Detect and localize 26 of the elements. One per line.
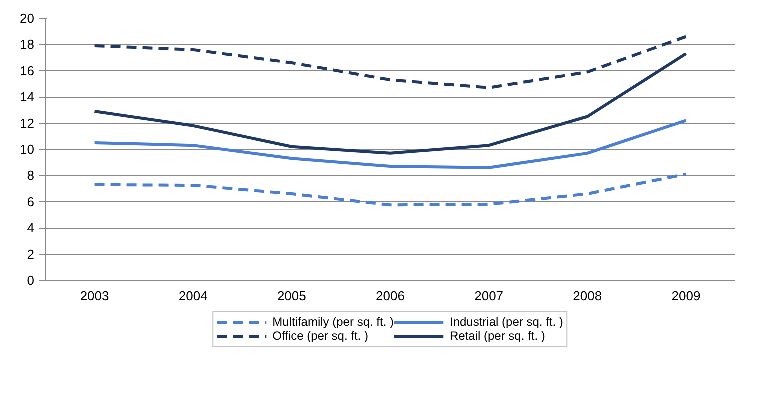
y-tick-label: 12 [20, 116, 35, 131]
x-tick-label: 2008 [573, 288, 602, 304]
line-series [93, 172, 688, 207]
y-tick-label: 4 [27, 220, 35, 236]
x-tick-label: 2003 [80, 288, 110, 304]
y-tick-label: 18 [20, 37, 35, 52]
y-tick-label: 10 [20, 142, 35, 157]
y-tick-label: 20 [20, 11, 35, 26]
y-tick-label: 2 [27, 246, 35, 262]
y-tick-label: 6 [27, 194, 35, 210]
y-tick-label: 16 [20, 63, 35, 78]
legend-label: Retail (per sq. ft. ) [450, 329, 546, 343]
legend-label: Multifamily (per sq. ft. ) [272, 315, 394, 329]
x-tick-label: 2004 [178, 288, 208, 304]
x-tick-label: 2006 [376, 288, 405, 304]
y-tick-label: 14 [20, 90, 35, 105]
y-tick-label: 0 [27, 273, 35, 288]
line-series [93, 119, 688, 170]
x-tick-label: 2007 [474, 288, 504, 304]
legend-label: Office (per sq. ft. ) [272, 329, 368, 343]
legend-label: Industrial (per sq. ft. ) [450, 315, 564, 329]
x-tick-label: 2009 [672, 288, 701, 304]
line-series [93, 35, 688, 90]
line-series [93, 52, 688, 155]
y-tick-label: 8 [27, 168, 35, 184]
x-tick-label: 2005 [277, 288, 306, 304]
